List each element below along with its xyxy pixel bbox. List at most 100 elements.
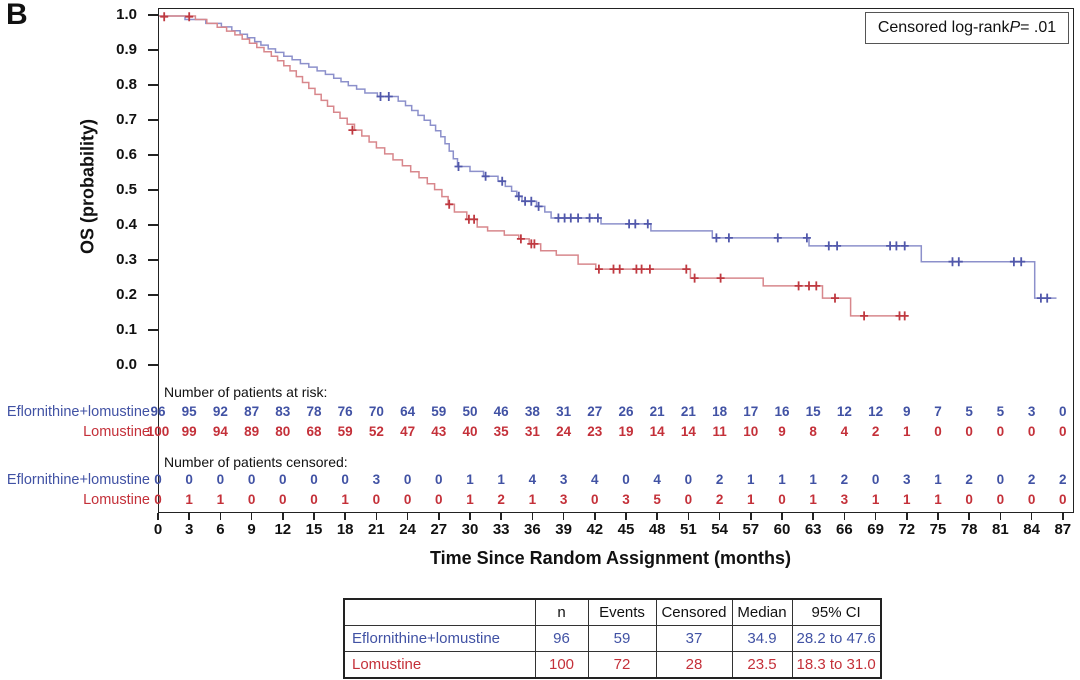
patient-count: 3: [622, 492, 630, 507]
y-tick-mark: [148, 259, 158, 261]
patient-count: 0: [965, 424, 973, 439]
lomustine-censor-marks: [160, 12, 909, 321]
x-tick-label: 84: [1023, 521, 1040, 538]
patient-count: 1: [185, 492, 193, 507]
patient-count: 38: [524, 404, 540, 419]
patient-count: 87: [244, 404, 260, 419]
patient-count: 0: [435, 492, 443, 507]
patient-count: 0: [154, 472, 162, 487]
x-tick-mark: [188, 513, 190, 520]
patient-count: 1: [497, 472, 505, 487]
x-tick-mark: [313, 513, 315, 520]
x-tick-label: 78: [960, 521, 978, 538]
y-tick-mark: [148, 329, 158, 331]
patient-count: 80: [275, 424, 291, 439]
summary-header-cell: Events: [587, 598, 657, 626]
patient-count: 2: [1027, 472, 1036, 487]
patient-count: 1: [809, 492, 817, 507]
patient-count: 23: [587, 424, 603, 439]
x-tick-label: 0: [153, 521, 163, 538]
patient-count: 2: [715, 472, 724, 487]
panel-label: B: [6, 0, 28, 31]
patient-count: 0: [372, 492, 381, 507]
patient-count: 31: [556, 404, 572, 419]
patient-count: 7: [934, 404, 942, 419]
y-tick-label: 0.3: [116, 251, 137, 268]
patient-count: 17: [743, 404, 759, 419]
y-tick-label: 0.6: [116, 146, 137, 163]
patient-count: 2: [715, 492, 724, 507]
y-tick-mark: [148, 294, 158, 296]
x-tick-mark: [906, 513, 908, 520]
patient-count: 52: [368, 424, 384, 439]
patient-count: 0: [591, 492, 599, 507]
patient-count: 64: [400, 404, 416, 419]
patient-count: 1: [341, 492, 349, 507]
patient-count: 9: [778, 424, 786, 439]
y-tick-label: 0.2: [116, 286, 137, 303]
patient-count: 11: [712, 424, 727, 439]
summary-value-cell: 37: [655, 625, 733, 652]
x-tick-label: 27: [430, 521, 448, 538]
logrank-pvalue-box: Censored log-rank P = .01: [865, 12, 1069, 44]
patient-count: 0: [1059, 492, 1067, 507]
x-tick-label: 24: [399, 521, 416, 538]
patient-count: 18: [712, 404, 728, 419]
summary-row-label: Eflornithine+lomustine: [343, 625, 536, 652]
patient-count: 100: [146, 424, 170, 439]
summary-header-cell: [343, 598, 536, 626]
x-tick-label: 51: [680, 521, 697, 538]
patient-count: 2: [497, 492, 505, 507]
x-tick-label: 21: [368, 521, 385, 538]
patient-count: 0: [216, 472, 225, 487]
summary-table: n Events Censored Median 95% CI Eflornithine+…: [343, 598, 882, 679]
x-tick-mark: [625, 513, 627, 520]
x-tick-label: 57: [742, 521, 760, 538]
patient-count: 3: [1027, 404, 1036, 419]
patient-count: 19: [618, 424, 634, 439]
patient-count: 47: [400, 424, 416, 439]
pvalue-text-prefix: Censored log-rank: [877, 19, 1010, 36]
y-tick-label: 0.1: [116, 321, 137, 338]
y-tick-mark: [148, 14, 158, 16]
x-axis-title: Time Since Random Assignment (months): [429, 548, 792, 568]
x-tick-label: 9: [247, 521, 256, 538]
y-tick-mark: [148, 154, 158, 156]
patient-count: 8: [809, 424, 817, 439]
patient-count: 78: [306, 404, 322, 419]
x-tick-mark: [750, 513, 752, 520]
patient-count: 0: [279, 492, 287, 507]
y-tick-mark: [148, 49, 158, 51]
patient-count: 94: [212, 424, 228, 439]
x-tick-mark: [781, 513, 783, 520]
y-tick-label: 1.0: [116, 6, 137, 23]
patient-count: 0: [1059, 404, 1067, 419]
x-tick-label: 15: [305, 521, 323, 538]
x-tick-label: 54: [711, 521, 728, 538]
patient-count: 2: [965, 472, 973, 487]
x-tick-label: 72: [898, 521, 916, 538]
patient-count: 46: [493, 404, 509, 419]
patient-count: 15: [805, 404, 821, 419]
eflornithine-lomustine-curve: [159, 15, 1057, 299]
patient-count: 0: [1027, 424, 1036, 439]
y-tick-label: 0.4: [116, 216, 137, 233]
patient-count: 0: [996, 424, 1005, 439]
y-tick-label: 0.9: [116, 41, 137, 58]
patient-count: 1: [934, 472, 942, 487]
y-tick-label: 0.5: [116, 181, 137, 198]
survival-curves: [159, 12, 1057, 321]
patient-count: 21: [680, 404, 696, 419]
patient-count: 14: [649, 424, 665, 439]
x-tick-label: 39: [555, 521, 572, 538]
row-label-red: Lomustine: [83, 492, 150, 508]
patient-count: 16: [774, 404, 790, 419]
x-tick-mark: [531, 513, 534, 520]
x-tick-label: 36: [524, 521, 541, 538]
patient-count: 1: [216, 492, 225, 507]
pvalue-stat-symbol: P: [1009, 19, 1021, 36]
y-tick-mark: [148, 189, 158, 191]
y-tick-mark: [148, 119, 158, 121]
summary-header-cell: 95% CI: [791, 598, 882, 626]
patient-count: 0: [310, 472, 318, 487]
